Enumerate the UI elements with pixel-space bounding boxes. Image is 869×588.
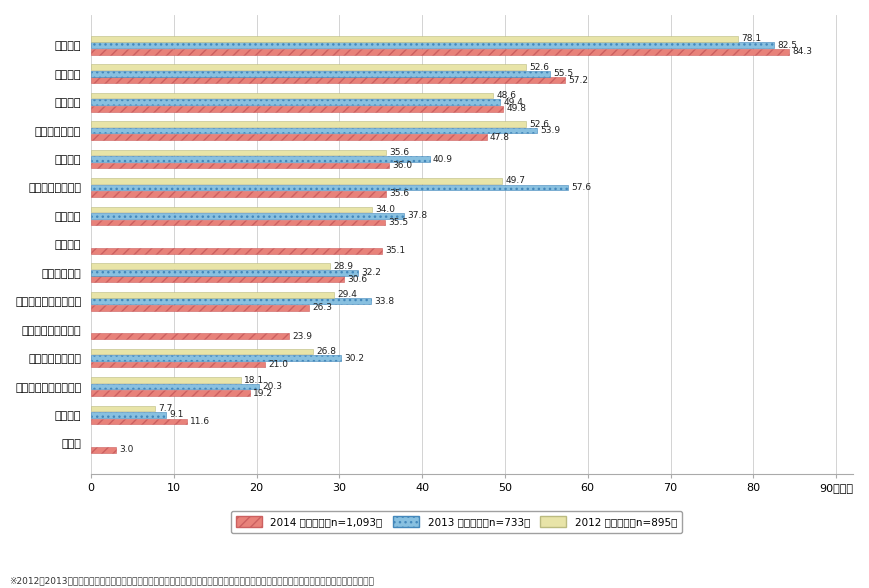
- Text: 35.6: 35.6: [388, 148, 408, 157]
- Bar: [91, 248, 381, 253]
- Bar: [91, 292, 334, 298]
- Text: 52.6: 52.6: [529, 63, 549, 72]
- Bar: [91, 384, 259, 389]
- Text: 18.1: 18.1: [244, 376, 264, 385]
- Text: 29.4: 29.4: [337, 290, 357, 299]
- Text: 49.7: 49.7: [505, 176, 525, 185]
- Text: 78.1: 78.1: [740, 34, 760, 43]
- Text: 3.0: 3.0: [119, 446, 133, 455]
- Text: 19.2: 19.2: [253, 389, 273, 397]
- Text: 47.8: 47.8: [489, 133, 509, 142]
- Bar: [91, 106, 502, 112]
- Bar: [91, 78, 564, 83]
- Text: 30.2: 30.2: [344, 353, 364, 363]
- Text: 35.6: 35.6: [388, 189, 408, 199]
- Bar: [91, 128, 536, 133]
- Bar: [91, 270, 357, 276]
- Text: 35.1: 35.1: [384, 246, 405, 255]
- Text: 82.5: 82.5: [776, 41, 796, 50]
- Text: 33.8: 33.8: [374, 297, 394, 306]
- Text: 28.9: 28.9: [333, 262, 353, 270]
- Text: 23.9: 23.9: [292, 332, 312, 340]
- Bar: [91, 185, 567, 191]
- Text: 36.0: 36.0: [392, 161, 412, 170]
- Bar: [91, 178, 502, 183]
- Bar: [91, 333, 289, 339]
- Bar: [91, 355, 341, 361]
- Bar: [91, 276, 344, 282]
- Bar: [91, 412, 166, 418]
- Text: 21.0: 21.0: [268, 360, 288, 369]
- Bar: [91, 49, 788, 55]
- Text: 52.6: 52.6: [529, 119, 549, 129]
- Text: 26.8: 26.8: [315, 347, 335, 356]
- Bar: [91, 99, 500, 105]
- Text: 32.2: 32.2: [361, 268, 381, 278]
- Legend: 2014 年度調査（n=1,093）, 2013 年度調査（n=733）, 2012 年度調査（n=895）: 2014 年度調査（n=1,093）, 2013 年度調査（n=733）, 20…: [230, 511, 681, 533]
- Bar: [91, 298, 370, 304]
- Text: 57.2: 57.2: [567, 76, 587, 85]
- Bar: [91, 42, 773, 48]
- Text: 26.3: 26.3: [312, 303, 332, 312]
- Text: 40.9: 40.9: [433, 155, 453, 163]
- Bar: [91, 149, 385, 155]
- Bar: [91, 219, 384, 225]
- Text: 30.6: 30.6: [348, 275, 368, 284]
- Bar: [91, 134, 486, 140]
- Bar: [91, 206, 372, 212]
- Bar: [91, 156, 429, 162]
- Text: 84.3: 84.3: [792, 47, 812, 56]
- Bar: [91, 191, 385, 197]
- Text: 49.4: 49.4: [502, 98, 522, 106]
- Text: 55.5: 55.5: [554, 69, 574, 78]
- Bar: [91, 377, 241, 383]
- Bar: [91, 390, 249, 396]
- Bar: [91, 93, 493, 98]
- Text: 57.6: 57.6: [571, 183, 591, 192]
- Text: 37.8: 37.8: [407, 212, 427, 220]
- Text: 48.6: 48.6: [496, 91, 516, 100]
- Bar: [91, 213, 403, 219]
- Bar: [91, 121, 526, 127]
- Text: 49.8: 49.8: [506, 104, 526, 113]
- Text: 7.7: 7.7: [158, 404, 172, 413]
- Bar: [91, 163, 388, 168]
- Text: 34.0: 34.0: [375, 205, 395, 214]
- Bar: [91, 263, 330, 269]
- Bar: [91, 419, 187, 425]
- Bar: [91, 447, 116, 453]
- Text: 20.3: 20.3: [262, 382, 282, 391]
- Bar: [91, 349, 313, 355]
- Text: 35.5: 35.5: [388, 218, 408, 227]
- Text: ※2012、2013年度調査では、「医療・介護分野」を「医療・介護・福祉分野」として、「産業振興分野」を「産業分野」として聴いている。: ※2012、2013年度調査では、「医療・介護分野」を「医療・介護・福祉分野」と…: [9, 576, 373, 585]
- Text: 9.1: 9.1: [169, 410, 183, 419]
- Bar: [91, 305, 308, 310]
- Bar: [91, 406, 155, 411]
- Bar: [91, 71, 550, 76]
- Text: 53.9: 53.9: [540, 126, 560, 135]
- Bar: [91, 64, 526, 70]
- Text: 11.6: 11.6: [190, 417, 210, 426]
- Bar: [91, 36, 737, 42]
- Bar: [91, 362, 264, 368]
